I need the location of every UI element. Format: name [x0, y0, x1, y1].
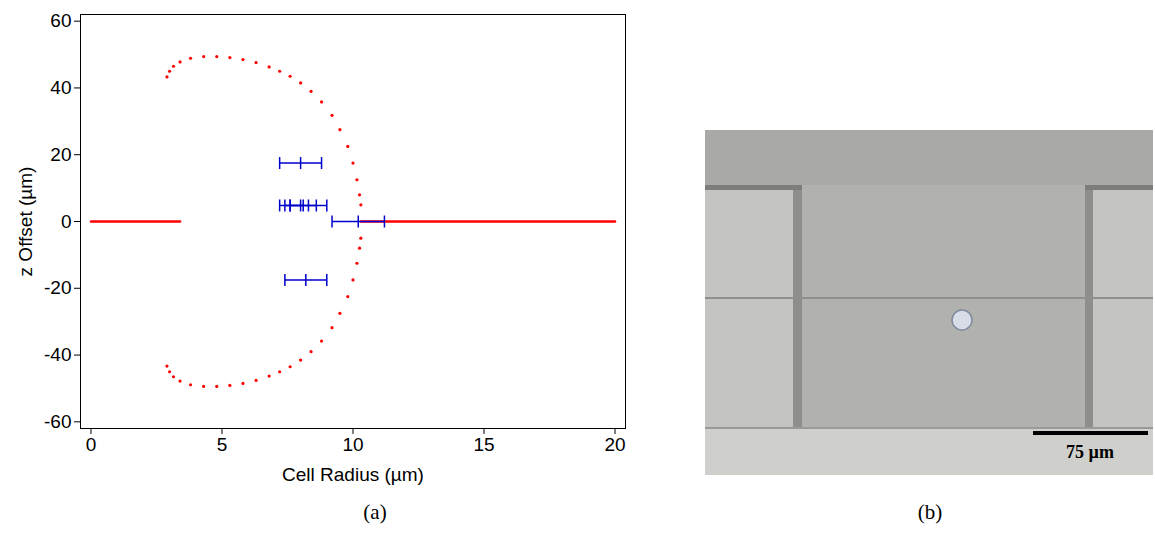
- svg-text:20: 20: [50, 144, 71, 165]
- svg-text:60: 60: [50, 10, 71, 31]
- html-text:(a): (a): [363, 500, 387, 524]
- svg-text:-20: -20: [44, 277, 71, 298]
- svg-text:-60: -60: [44, 411, 71, 432]
- svg-text:-40: -40: [44, 344, 71, 365]
- svg-text:20: 20: [604, 434, 625, 455]
- svg-text:z Offset (µm): z Offset (µm): [15, 167, 36, 277]
- svg-text:0: 0: [61, 211, 72, 232]
- svg-text:Cell Radius (µm): Cell Radius (µm): [282, 464, 424, 485]
- svg-text:0: 0: [86, 434, 97, 455]
- html-text:(b): (b): [917, 500, 943, 524]
- svg-text:75 µm: 75 µm: [1066, 442, 1114, 462]
- svg-text:10: 10: [342, 434, 363, 455]
- svg-text:40: 40: [50, 77, 71, 98]
- svg-text:5: 5: [217, 434, 228, 455]
- svg-text:15: 15: [473, 434, 494, 455]
